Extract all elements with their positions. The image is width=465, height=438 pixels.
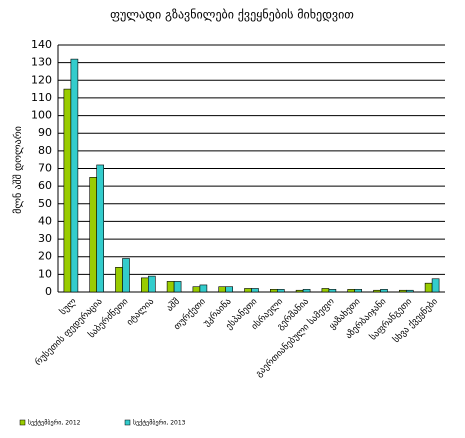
bar: [70, 58, 79, 293]
bar: [321, 288, 330, 293]
y-tick-label: 0: [45, 285, 52, 298]
bar: [225, 286, 233, 293]
bar: [141, 277, 149, 293]
legend-swatch: [19, 419, 26, 426]
bar: [166, 281, 175, 293]
y-tick-label: 60: [38, 179, 52, 192]
bar: [192, 286, 201, 293]
bar: [173, 281, 182, 293]
bar: [89, 177, 97, 293]
y-tick-label: 40: [38, 214, 52, 227]
bar: [373, 289, 381, 293]
y-tick-label: 20: [38, 250, 52, 263]
bar: [244, 288, 252, 293]
legend-label: სექტემბერი, 2013: [133, 420, 186, 427]
bar: [431, 278, 440, 293]
bar: [148, 275, 156, 293]
bar: [96, 164, 104, 293]
y-tick-label: 70: [38, 162, 52, 175]
bar: [398, 289, 407, 293]
bar: [354, 289, 363, 293]
y-tick-label: 120: [31, 73, 52, 86]
legend-swatch: [124, 419, 131, 426]
chart-title: ფულადი გზავნილები ქვეყნების მიხედვით: [110, 8, 354, 22]
bar: [328, 289, 337, 293]
y-tick-label: 10: [38, 267, 52, 280]
x-tick-label: იტალია: [125, 297, 156, 328]
bar: [302, 289, 311, 293]
x-tick-label: სხვა ქვეყნები: [391, 296, 440, 345]
bar: [115, 266, 123, 293]
y-tick-label: 130: [31, 56, 52, 69]
y-tick-label: 50: [38, 197, 52, 210]
y-axis-label: მლნ აშშ დოლარი: [12, 126, 24, 214]
bar: [122, 258, 130, 293]
bar: [295, 289, 304, 293]
y-tick-label: 100: [31, 109, 52, 122]
bar: [218, 286, 226, 293]
bar: [424, 282, 433, 293]
y-tick-label: 30: [38, 232, 52, 245]
x-tick-label: აშშ: [164, 296, 182, 314]
bar: [380, 289, 388, 293]
bar: [63, 88, 72, 293]
bar: [251, 288, 259, 293]
y-tick-label: 90: [38, 126, 52, 139]
y-tick-label: 140: [31, 38, 52, 51]
bar: [269, 289, 278, 293]
legend-label: სექტემბერი, 2012: [28, 420, 81, 427]
y-tick-label: 80: [38, 144, 52, 157]
bar: [199, 284, 208, 293]
y-tick-label: 110: [31, 91, 52, 104]
bar: [347, 289, 356, 293]
bar: [276, 289, 285, 293]
bar: [405, 289, 414, 293]
x-tick-label: სულ: [58, 296, 79, 317]
